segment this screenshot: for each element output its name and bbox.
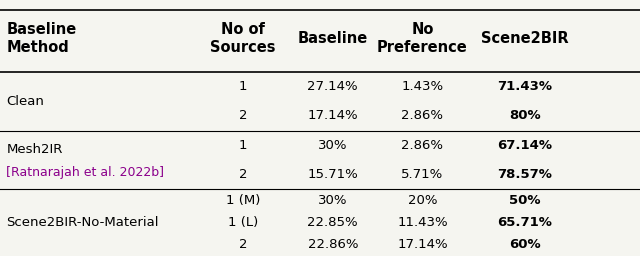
- Text: Baseline: Baseline: [298, 31, 368, 46]
- Text: 5.71%: 5.71%: [401, 168, 444, 181]
- Text: Scene2BIR-No-Material: Scene2BIR-No-Material: [6, 216, 159, 229]
- Text: Mesh2IR: Mesh2IR: [6, 143, 63, 156]
- Text: 1: 1: [239, 139, 248, 152]
- Text: 20%: 20%: [408, 194, 437, 207]
- Text: 17.14%: 17.14%: [307, 109, 358, 122]
- Text: 60%: 60%: [509, 238, 541, 251]
- Text: 1.43%: 1.43%: [401, 80, 444, 93]
- Text: No
Preference: No Preference: [377, 22, 468, 55]
- Text: 30%: 30%: [318, 139, 348, 152]
- Text: 27.14%: 27.14%: [307, 80, 358, 93]
- Text: 80%: 80%: [509, 109, 541, 122]
- Text: 1 (L): 1 (L): [228, 216, 259, 229]
- Text: 22.86%: 22.86%: [308, 238, 358, 251]
- Text: 2.86%: 2.86%: [401, 139, 444, 152]
- Text: 2: 2: [239, 168, 248, 181]
- Text: Baseline
Method: Baseline Method: [6, 22, 77, 55]
- Text: 22.85%: 22.85%: [307, 216, 358, 229]
- Text: 2.86%: 2.86%: [401, 109, 444, 122]
- Text: 1 (M): 1 (M): [226, 194, 260, 207]
- Text: 67.14%: 67.14%: [497, 139, 552, 152]
- Text: 65.71%: 65.71%: [497, 216, 552, 229]
- Text: 78.57%: 78.57%: [497, 168, 552, 181]
- Text: [Ratnarajah et al. 2022b]: [Ratnarajah et al. 2022b]: [6, 166, 164, 179]
- Text: 2: 2: [239, 238, 248, 251]
- Text: 15.71%: 15.71%: [307, 168, 358, 181]
- Text: 17.14%: 17.14%: [397, 238, 448, 251]
- Text: 30%: 30%: [318, 194, 348, 207]
- Text: Clean: Clean: [6, 95, 44, 108]
- Text: Scene2BIR: Scene2BIR: [481, 31, 568, 46]
- Text: 11.43%: 11.43%: [397, 216, 448, 229]
- Text: 50%: 50%: [509, 194, 541, 207]
- Text: No of
Sources: No of Sources: [211, 22, 276, 55]
- Text: 71.43%: 71.43%: [497, 80, 552, 93]
- Text: 1: 1: [239, 80, 248, 93]
- Text: 2: 2: [239, 109, 248, 122]
